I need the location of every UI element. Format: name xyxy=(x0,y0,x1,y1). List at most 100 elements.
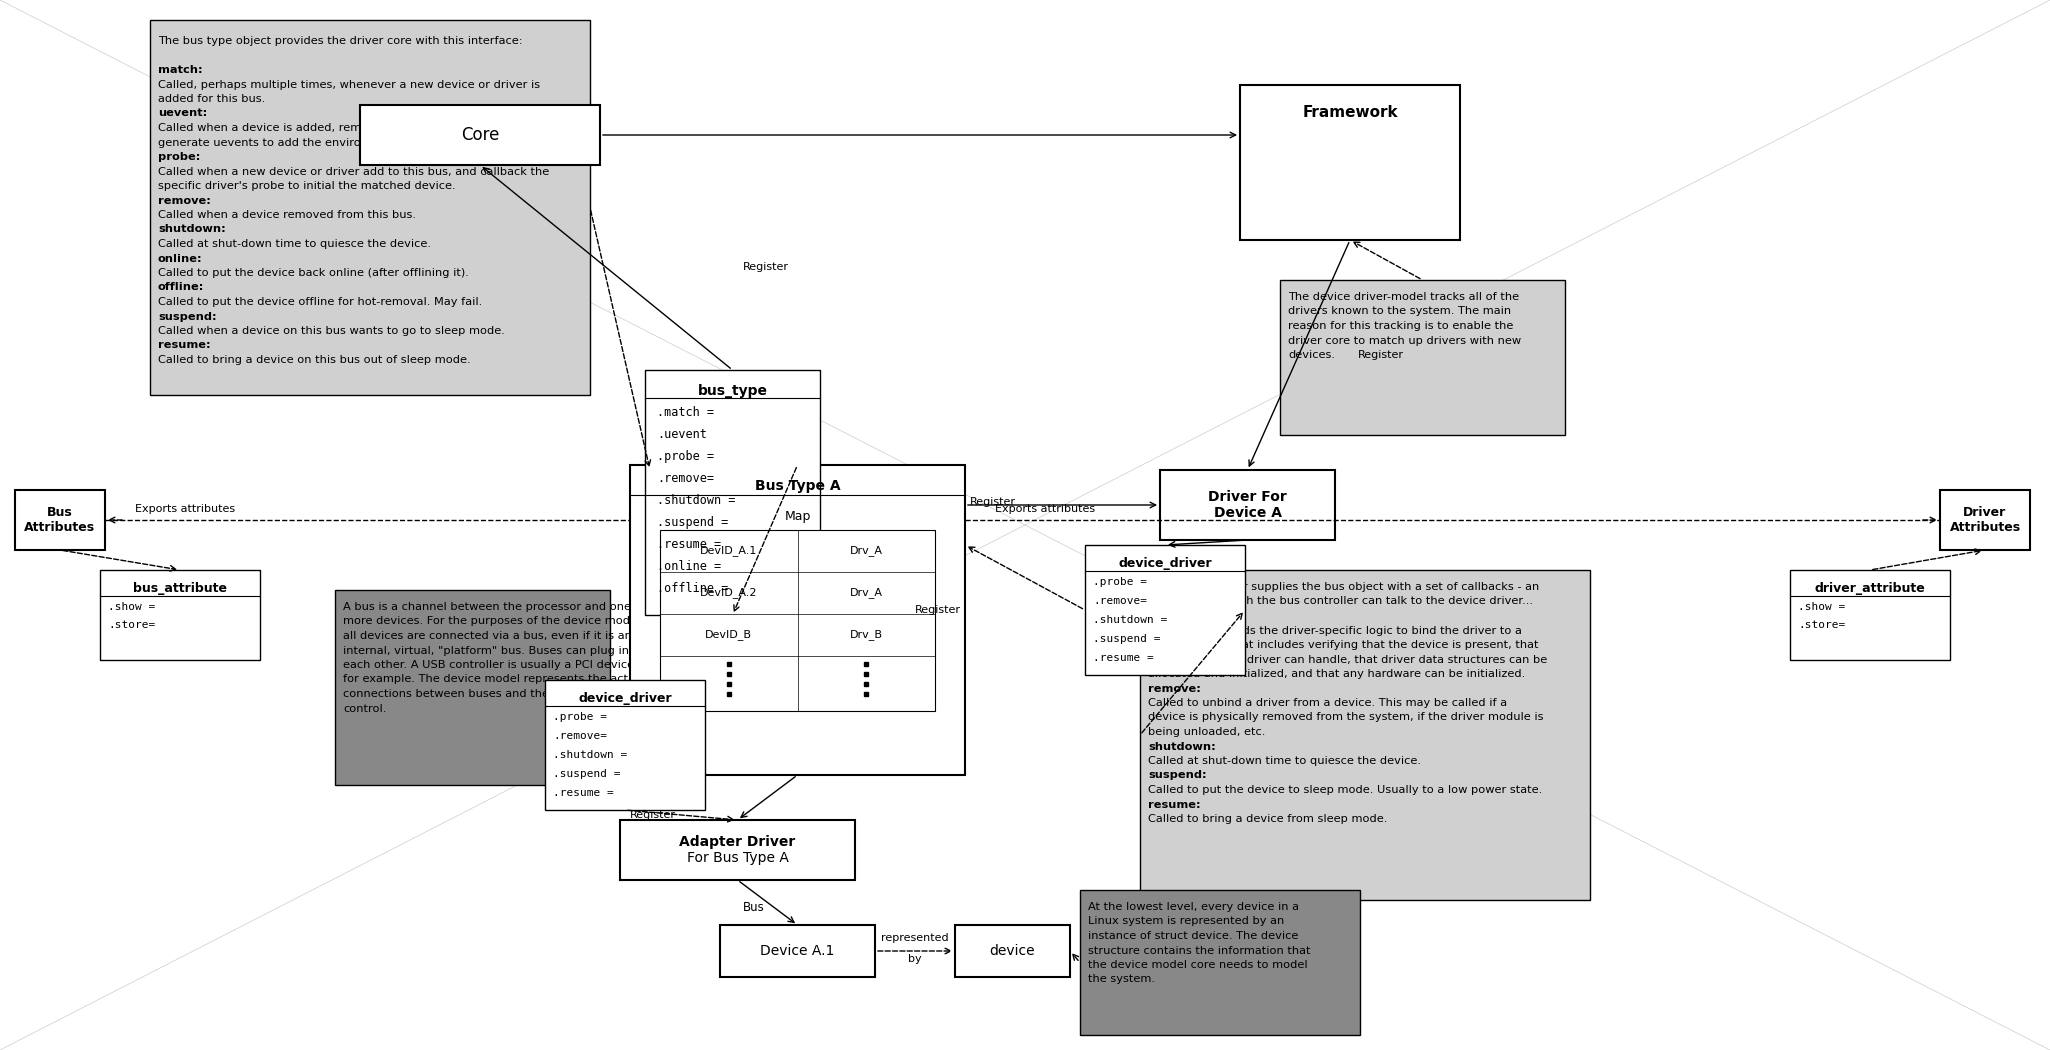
Text: shutdown:: shutdown: xyxy=(158,225,226,234)
Text: match:: match: xyxy=(158,65,203,75)
Text: .uevent: .uevent xyxy=(656,428,707,441)
Text: resume:: resume: xyxy=(158,340,211,351)
Bar xyxy=(1080,890,1359,1035)
Text: resume:: resume: xyxy=(1148,799,1201,810)
Text: Called at shut-down time to quiesce the device.: Called at shut-down time to quiesce the … xyxy=(158,239,430,249)
Text: Driver
Attributes: Driver Attributes xyxy=(1950,506,2021,534)
Text: Called when a device removed from this bus.: Called when a device removed from this b… xyxy=(158,210,416,220)
Text: interface by which the bus controller can talk to the device driver...: interface by which the bus controller ca… xyxy=(1148,596,1533,607)
Text: .offline =: .offline = xyxy=(656,582,728,595)
Text: remove:: remove: xyxy=(158,195,211,206)
Text: Register: Register xyxy=(629,810,677,820)
Text: Bus
Attributes: Bus Attributes xyxy=(25,506,96,534)
Text: each other. A USB controller is usually a PCI device,: each other. A USB controller is usually … xyxy=(342,660,638,670)
Text: offline:: offline: xyxy=(158,282,205,293)
Text: Drv_B: Drv_B xyxy=(851,630,884,640)
Text: .suspend =: .suspend = xyxy=(656,516,728,529)
Bar xyxy=(1279,280,1564,435)
Text: .resume =: .resume = xyxy=(1093,653,1154,663)
Text: Drv_A: Drv_A xyxy=(851,588,884,598)
Text: uevent:: uevent: xyxy=(158,108,207,119)
Text: .remove=: .remove= xyxy=(554,731,607,741)
Text: Framework: Framework xyxy=(1302,105,1398,120)
Text: probe:: probe: xyxy=(1148,611,1191,621)
Text: Bus: Bus xyxy=(742,901,765,914)
Text: Called to bring a device from sleep mode.: Called to bring a device from sleep mode… xyxy=(1148,814,1388,824)
Text: .shutdown =: .shutdown = xyxy=(1093,615,1166,625)
Text: .show =: .show = xyxy=(109,602,156,612)
Bar xyxy=(619,820,855,880)
Text: suspend:: suspend: xyxy=(1148,771,1207,780)
Bar xyxy=(720,925,875,976)
Text: Drv_A: Drv_A xyxy=(851,546,884,556)
Text: The device driver-model tracks all of the: The device driver-model tracks all of th… xyxy=(1287,292,1519,302)
Text: .remove=: .remove= xyxy=(1093,596,1148,606)
Text: represented: represented xyxy=(882,933,949,943)
Bar xyxy=(1140,570,1591,900)
Text: online:: online: xyxy=(158,253,203,264)
Text: The bus type object provides the driver core with this interface:: The bus type object provides the driver … xyxy=(158,36,523,46)
Bar xyxy=(361,105,601,165)
Text: Linux system is represented by an: Linux system is represented by an xyxy=(1089,917,1283,926)
Text: connections between buses and the devices they: connections between buses and the device… xyxy=(342,689,625,699)
Text: Core: Core xyxy=(461,126,500,144)
Bar xyxy=(629,465,966,775)
Text: device_driver: device_driver xyxy=(1117,556,1212,570)
Bar xyxy=(955,925,1070,976)
Bar xyxy=(1240,85,1460,240)
Text: reason for this tracking is to enable the: reason for this tracking is to enable th… xyxy=(1287,321,1513,331)
Text: the device model core needs to model: the device model core needs to model xyxy=(1089,960,1308,970)
Text: structure contains the information that: structure contains the information that xyxy=(1089,945,1310,956)
Text: A bus is a channel between the processor and one or: A bus is a channel between the processor… xyxy=(342,602,646,612)
Text: shutdown:: shutdown: xyxy=(1148,741,1216,752)
Text: Device A.1: Device A.1 xyxy=(761,944,834,958)
Text: Called to put the device to sleep mode. Usually to a low power state.: Called to put the device to sleep mode. … xyxy=(1148,785,1542,795)
Text: suspend:: suspend: xyxy=(158,312,217,321)
Text: .probe =: .probe = xyxy=(656,450,713,463)
Text: The device driver supplies the bus object with a set of callbacks - an: The device driver supplies the bus objec… xyxy=(1148,582,1540,592)
Text: .resume =: .resume = xyxy=(554,788,613,798)
Text: given device. That includes verifying that the device is present, that: given device. That includes verifying th… xyxy=(1148,640,1538,650)
Text: Register: Register xyxy=(914,605,961,615)
Text: Called at shut-down time to quiesce the device.: Called at shut-down time to quiesce the … xyxy=(1148,756,1421,766)
Bar xyxy=(1160,470,1335,540)
Text: Called to unbind a driver from a device. This may be called if a: Called to unbind a driver from a device.… xyxy=(1148,698,1507,708)
Bar xyxy=(1084,545,1244,675)
Text: Register: Register xyxy=(742,262,789,273)
Text: more devices. For the purposes of the device model,: more devices. For the purposes of the de… xyxy=(342,616,644,627)
Text: drivers known to the system. The main: drivers known to the system. The main xyxy=(1287,307,1511,316)
Text: probe:: probe: xyxy=(158,152,201,162)
Text: driver core to match up drivers with new: driver core to match up drivers with new xyxy=(1287,336,1521,345)
Text: .suspend =: .suspend = xyxy=(1093,634,1160,644)
Bar xyxy=(100,570,260,660)
Text: remove:: remove: xyxy=(1148,684,1201,693)
Text: .probe =: .probe = xyxy=(1093,578,1148,587)
Text: device_driver: device_driver xyxy=(578,692,672,705)
Text: specific driver's probe to initial the matched device.: specific driver's probe to initial the m… xyxy=(158,181,455,191)
Text: for example. The device model represents the actual: for example. The device model represents… xyxy=(342,674,646,685)
Text: DevID_B: DevID_B xyxy=(705,630,752,640)
Text: driver_attribute: driver_attribute xyxy=(1814,582,1925,595)
Text: .resume =: .resume = xyxy=(656,538,722,551)
Text: Called to put the device offline for hot-removal. May fail.: Called to put the device offline for hot… xyxy=(158,297,482,307)
Bar xyxy=(1939,490,2030,550)
Text: bus_attribute: bus_attribute xyxy=(133,582,228,595)
Text: Adapter Driver: Adapter Driver xyxy=(679,835,795,849)
Text: For Bus Type A: For Bus Type A xyxy=(687,850,789,865)
Text: .match =: .match = xyxy=(656,406,713,419)
Text: Exports attributes: Exports attributes xyxy=(994,504,1095,514)
Bar xyxy=(150,20,590,395)
Text: it's a version the driver can handle, that driver data structures can be: it's a version the driver can handle, th… xyxy=(1148,654,1548,665)
Text: internal, virtual, "platform" bus. Buses can plug into: internal, virtual, "platform" bus. Buses… xyxy=(342,646,640,655)
Bar xyxy=(646,370,820,615)
Text: Called to put the device back online (after offlining it).: Called to put the device back online (af… xyxy=(158,268,469,278)
Bar xyxy=(334,590,611,785)
Text: .online =: .online = xyxy=(656,560,722,573)
Text: control.: control. xyxy=(342,704,385,714)
Bar xyxy=(14,490,105,550)
Text: Bus Type A: Bus Type A xyxy=(754,479,840,493)
Text: Map: Map xyxy=(785,510,810,523)
Text: .store=: .store= xyxy=(1798,620,1845,630)
Text: .suspend =: .suspend = xyxy=(554,769,621,779)
Text: being unloaded, etc.: being unloaded, etc. xyxy=(1148,727,1265,737)
